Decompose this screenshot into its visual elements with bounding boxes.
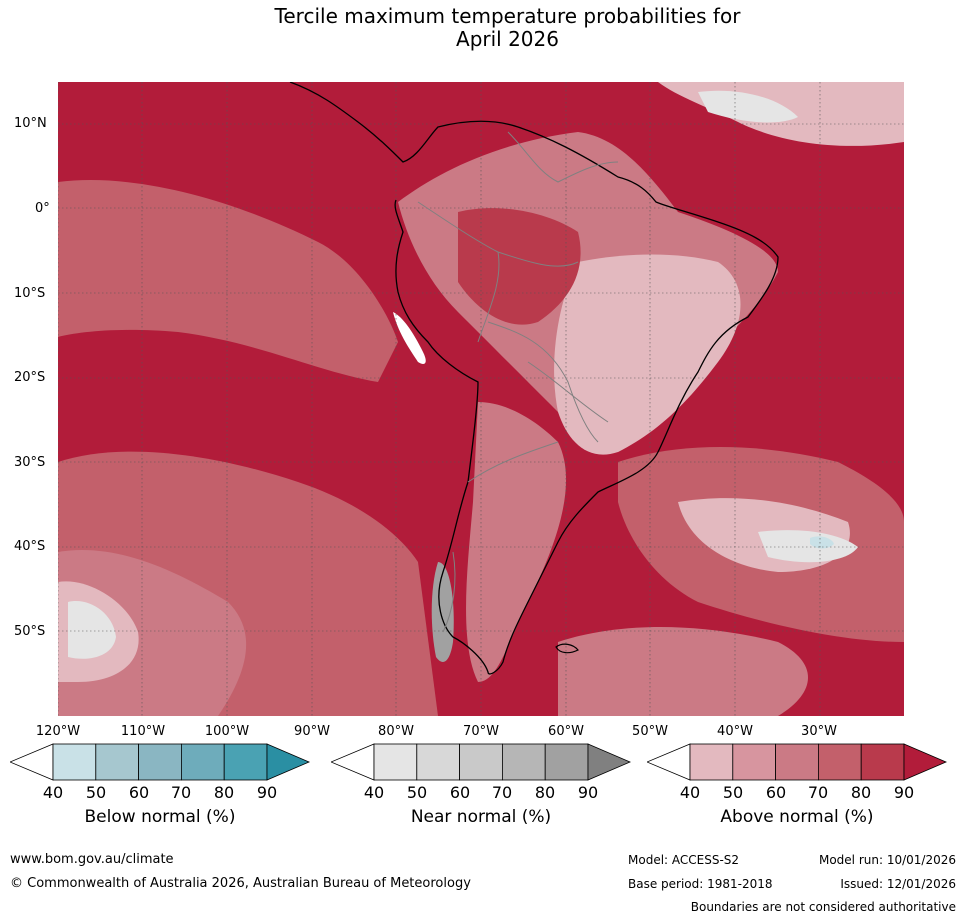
colorbar-below-svg: [8, 743, 311, 781]
tick-label: 40: [679, 783, 701, 802]
colorbar-above: 40 50 60 70 80 90 Above normal (%): [645, 743, 948, 827]
lon-label: 110°W: [120, 724, 166, 739]
tick-label: 50: [406, 783, 428, 802]
coastline: [289, 82, 779, 675]
colorbar-near-svg: [329, 743, 632, 781]
tick-label: 90: [256, 783, 278, 802]
title-line-1: Tercile maximum temperature probabilitie…: [274, 4, 741, 28]
patagonia-grey: [431, 562, 454, 662]
lat-label: 10°S: [14, 286, 46, 301]
lon-label: 80°W: [378, 724, 414, 739]
north-atlantic-white: [698, 90, 798, 123]
colorbar-segment: [223, 743, 268, 781]
colorbar-segment: [732, 743, 777, 781]
tick-label: 70: [491, 783, 513, 802]
colorbar-segment: [373, 743, 418, 781]
tick-label: 80: [534, 783, 556, 802]
colorbar-extend-low: [329, 743, 375, 781]
tick-label: 60: [765, 783, 787, 802]
colorbar-segment: [689, 743, 734, 781]
country-borders: [417, 131, 619, 633]
south-atlantic-white: [758, 530, 858, 563]
colorbar-segment: [95, 743, 140, 781]
colorbar-extend-high: [266, 743, 311, 781]
tick-label: 90: [577, 783, 599, 802]
footer-base-period: Base period: 1981-2018: [628, 877, 773, 891]
colorbar-segment: [544, 743, 589, 781]
colorbar-extend-high: [903, 743, 948, 781]
lon-label: 100°W: [204, 724, 250, 739]
tick-label: 40: [42, 783, 64, 802]
south-atlantic-blue: [810, 536, 834, 549]
graticule: [58, 82, 904, 716]
south-atlantic-lower: [558, 627, 808, 716]
footer-disclaimer: Boundaries are not considered authoritat…: [690, 900, 956, 914]
map-title: Tercile maximum temperature probabilitie…: [0, 5, 965, 51]
tick-label: 50: [85, 783, 107, 802]
colorbar-extend-high: [587, 743, 632, 781]
colorbar-segment: [501, 743, 546, 781]
colorbar-segment: [817, 743, 862, 781]
colorbar-below: 40 50 60 70 80 90 Below normal (%): [8, 743, 311, 827]
colorbar-segment: [138, 743, 182, 781]
tick-label: 40: [363, 783, 385, 802]
andes-white: [393, 312, 426, 364]
map-svg: [58, 82, 904, 716]
colorbar-extend-low: [645, 743, 691, 781]
lon-label: 30°W: [801, 724, 837, 739]
continent-east-light: [554, 254, 741, 455]
colorbar-segment: [52, 743, 97, 781]
colorbar-caption: Above normal (%): [720, 807, 874, 827]
pacific-band: [58, 180, 398, 382]
tick-label: 80: [850, 783, 872, 802]
colorbar-segment: [775, 743, 819, 781]
tick-label: 60: [449, 783, 471, 802]
colorbar-caption: Below normal (%): [84, 807, 236, 827]
tick-label: 80: [213, 783, 235, 802]
footer-model-run: Model run: 10/01/2026: [818, 853, 956, 867]
lat-label: 30°S: [14, 455, 46, 470]
tick-label: 50: [722, 783, 744, 802]
colorbar-segment: [860, 743, 905, 781]
lon-label: 40°W: [717, 724, 753, 739]
colorbar-near: 40 50 60 70 80 90 Near normal (%): [329, 743, 632, 827]
lat-label: 20°S: [14, 370, 46, 385]
footer-issued: Issued: 12/01/2026: [840, 877, 956, 891]
tick-label: 70: [807, 783, 829, 802]
colorbar-extend-low: [8, 743, 54, 781]
lon-label: 60°W: [548, 724, 584, 739]
colorbar-caption: Near normal (%): [410, 807, 552, 827]
tick-label: 70: [170, 783, 192, 802]
probability-map: [58, 82, 904, 716]
sw-white-patch: [68, 601, 116, 659]
tick-label: 90: [893, 783, 915, 802]
colorbar-segment: [416, 743, 461, 781]
lat-label: 50°S: [14, 624, 46, 639]
colorbar-above-svg: [645, 743, 948, 781]
lon-label: 50°W: [632, 724, 668, 739]
lon-label: 70°W: [463, 724, 499, 739]
footer-model: Model: ACCESS-S2: [628, 853, 740, 867]
tick-label: 60: [128, 783, 150, 802]
falklands: [555, 643, 579, 654]
lat-label: 0°: [35, 201, 50, 216]
southern-cone: [466, 402, 567, 682]
lat-label: 40°S: [14, 539, 46, 554]
lon-label: 90°W: [294, 724, 330, 739]
lat-label: 10°N: [14, 116, 47, 131]
amazon-deep: [458, 208, 581, 325]
footer-copyright: © Commonwealth of Australia 2026, Austra…: [10, 876, 471, 891]
lon-label: 120°W: [35, 724, 81, 739]
colorbar-segment: [180, 743, 225, 781]
colorbar-segment: [459, 743, 503, 781]
footer-url: www.bom.gov.au/climate: [10, 852, 174, 867]
title-line-2: April 2026: [456, 27, 559, 51]
